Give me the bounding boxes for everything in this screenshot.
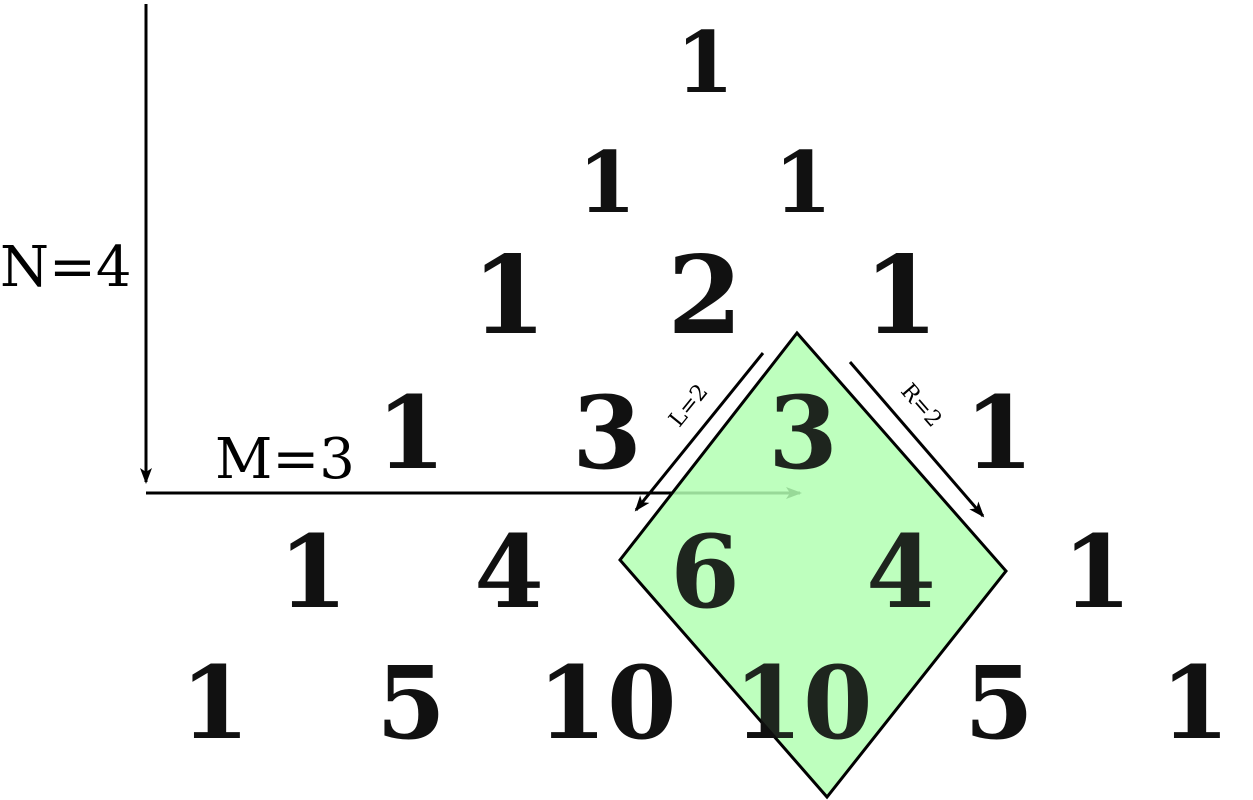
triangle-number: 5 <box>376 644 446 762</box>
highlighted-number: 10 <box>733 644 872 762</box>
triangle-number: 1 <box>180 644 250 762</box>
highlighted-number: 6 <box>670 513 740 631</box>
highlighted-number: 3 <box>768 374 838 492</box>
triangle-number: 2 <box>667 233 742 359</box>
triangle-number: 1 <box>376 374 446 492</box>
triangle-number: 1 <box>1160 644 1230 762</box>
highlighted-number: 4 <box>866 513 936 631</box>
highlight-diamond <box>618 330 1008 800</box>
m-label: M=3 <box>215 427 355 492</box>
triangle-number: 5 <box>964 644 1034 762</box>
triangle-number: 1 <box>578 133 636 232</box>
highlight-numbers: 36 4 10 <box>670 374 936 762</box>
l-arrow <box>634 352 765 512</box>
triangle-number: 1 <box>774 133 832 232</box>
r-arrow <box>848 361 985 518</box>
n-label: N=4 <box>0 235 132 300</box>
triangle-number: 10 <box>537 644 676 762</box>
triangle-number: 1 <box>278 513 348 631</box>
triangle-number: 1 <box>471 233 546 359</box>
triangle-number: 1 <box>863 233 938 359</box>
triangle-number: 4 <box>474 513 544 631</box>
triangle-number: 3 <box>572 374 642 492</box>
triangle-number: 1 <box>1062 513 1132 631</box>
triangle-number: 1 <box>676 13 734 112</box>
triangle-number: 1 <box>964 374 1034 492</box>
